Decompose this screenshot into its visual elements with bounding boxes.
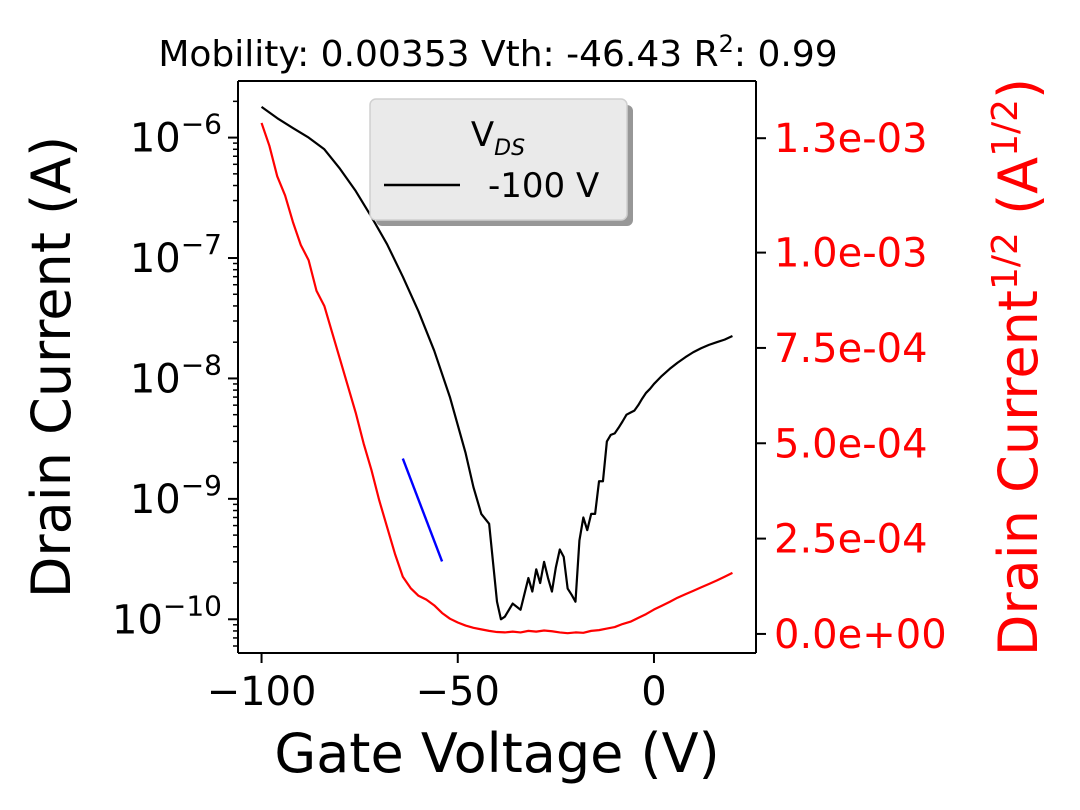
- chart-title-text: Mobility: 0.00353 Vth: -46.43 R2: 0.99: [158, 30, 837, 75]
- y2-label-unit-superscript: 1/2: [985, 99, 1026, 157]
- y-tick-base: 10: [112, 597, 163, 643]
- legend-title-subscript: DS: [494, 136, 525, 161]
- legend: VDS -100 V: [369, 98, 633, 226]
- fit-line: [401, 458, 444, 562]
- plot-area: [260, 105, 733, 635]
- x-tick-label: 0: [641, 669, 666, 715]
- sqrt-current-line: [260, 122, 733, 635]
- y-tick-base: 10: [130, 116, 181, 162]
- legend-title: VDS: [471, 115, 525, 161]
- y2-label-unit-close: ): [987, 78, 1050, 99]
- y2-label-unit: (A: [987, 157, 1050, 232]
- y-tick-label: 10−8: [130, 348, 222, 402]
- legend-entry-label: -100 V: [488, 166, 599, 206]
- y2-axis-label: Drain Current1/2 (A1/2): [985, 78, 1050, 656]
- legend-box: [369, 98, 628, 221]
- y-tick-exponent: −9: [181, 469, 222, 502]
- y2-tick-label: 1.3e-03: [774, 116, 928, 162]
- y2-tick-label: 2.5e-04: [774, 517, 928, 563]
- y-tick-base: 10: [130, 356, 181, 402]
- y-tick-label: 10−9: [130, 469, 222, 523]
- y2-tick-label: 5.0e-04: [774, 421, 928, 467]
- x-tick-label: −100: [207, 669, 317, 715]
- y-tick-label: 10−6: [130, 108, 222, 162]
- y2-tick-label: 0.0e+00: [774, 612, 947, 658]
- y-tick-base: 10: [130, 236, 181, 282]
- title-main: Mobility: 0.00353 Vth: -46.43 R: [158, 34, 718, 75]
- drain-current-line: [260, 105, 733, 621]
- y-tick-label: 10−10: [112, 589, 222, 643]
- y2-tick-label: 7.5e-04: [774, 326, 928, 372]
- y-tick-exponent: −6: [181, 108, 222, 141]
- y2-tick-label: 1.0e-03: [774, 231, 928, 277]
- axis-labels: Gate Voltage (V)Drain Current (A) Drain C…: [20, 78, 1050, 785]
- y-tick-label: 10−7: [130, 228, 222, 282]
- y-tick-exponent: −7: [181, 228, 222, 261]
- title-superscript: 2: [719, 30, 734, 58]
- x-axis-label: Gate Voltage (V): [274, 722, 719, 785]
- y-tick-exponent: −8: [181, 348, 222, 381]
- y-axis-label: Drain Current (A): [20, 136, 83, 598]
- legend-title-base: V: [471, 115, 494, 155]
- title-tail: : 0.99: [734, 34, 838, 75]
- x-tick-label: −50: [416, 669, 500, 715]
- y2-label-base: Drain Current: [987, 290, 1050, 656]
- chart-title: Mobility: 0.00353 Vth: -46.43 R2: 0.99: [158, 30, 837, 75]
- y2-label-superscript: 1/2: [985, 232, 1026, 290]
- y-tick-base: 10: [130, 477, 181, 523]
- y-tick-exponent: −10: [163, 589, 222, 622]
- axes: −100 −50 010−610−710−810−910−101.3e-031.0e…: [112, 80, 947, 715]
